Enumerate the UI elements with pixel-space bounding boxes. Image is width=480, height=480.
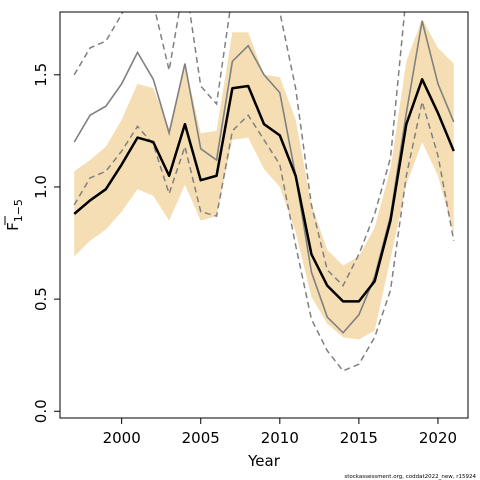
y-tick-label: 0.5	[32, 287, 50, 311]
y-axis-title-sub: 1−5	[12, 199, 25, 222]
x-tick-label: 2015	[340, 429, 378, 447]
y-tick-label: 0.0	[32, 399, 50, 423]
estimate-line	[73, 78, 455, 303]
y-tick-label: 1.5	[32, 63, 50, 87]
x-tick-label: 2010	[261, 429, 299, 447]
y-axis-title: F1−5	[4, 199, 25, 231]
y-tick-label: 1.0	[32, 175, 50, 199]
svg-text:F1−5: F1−5	[4, 199, 25, 231]
x-tick-label: 2000	[103, 429, 141, 447]
x-tick-label: 2020	[419, 429, 457, 447]
y-axis-title-main: F	[4, 222, 22, 231]
credit-text: stockassessment.org, coddat2022_new, r15…	[344, 474, 476, 480]
comparison-lower-line	[73, 101, 455, 372]
confidence-band	[74, 18, 454, 340]
x-tick-label: 2005	[182, 429, 220, 447]
x-axis-title: Year	[247, 452, 281, 470]
